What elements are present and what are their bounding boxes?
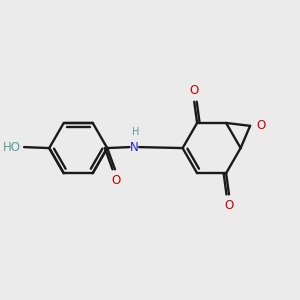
Text: N: N: [130, 141, 139, 154]
Text: O: O: [190, 84, 199, 97]
Text: H: H: [132, 128, 139, 137]
Text: HO: HO: [3, 141, 21, 154]
Text: O: O: [224, 199, 234, 212]
Text: O: O: [256, 119, 265, 132]
Text: O: O: [111, 174, 121, 187]
